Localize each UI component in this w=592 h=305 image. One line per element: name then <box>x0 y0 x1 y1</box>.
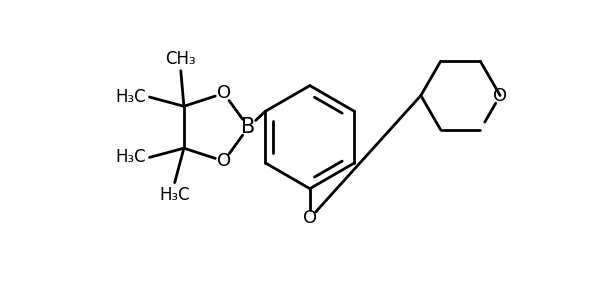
Text: H₃C: H₃C <box>159 186 190 204</box>
Text: H₃C: H₃C <box>116 88 146 106</box>
Text: CH₃: CH₃ <box>166 50 196 68</box>
Text: O: O <box>217 152 231 170</box>
Text: O: O <box>217 84 231 102</box>
Text: O: O <box>303 210 317 228</box>
Text: B: B <box>242 117 256 137</box>
Text: O: O <box>493 87 507 105</box>
Text: H₃C: H₃C <box>116 149 146 167</box>
